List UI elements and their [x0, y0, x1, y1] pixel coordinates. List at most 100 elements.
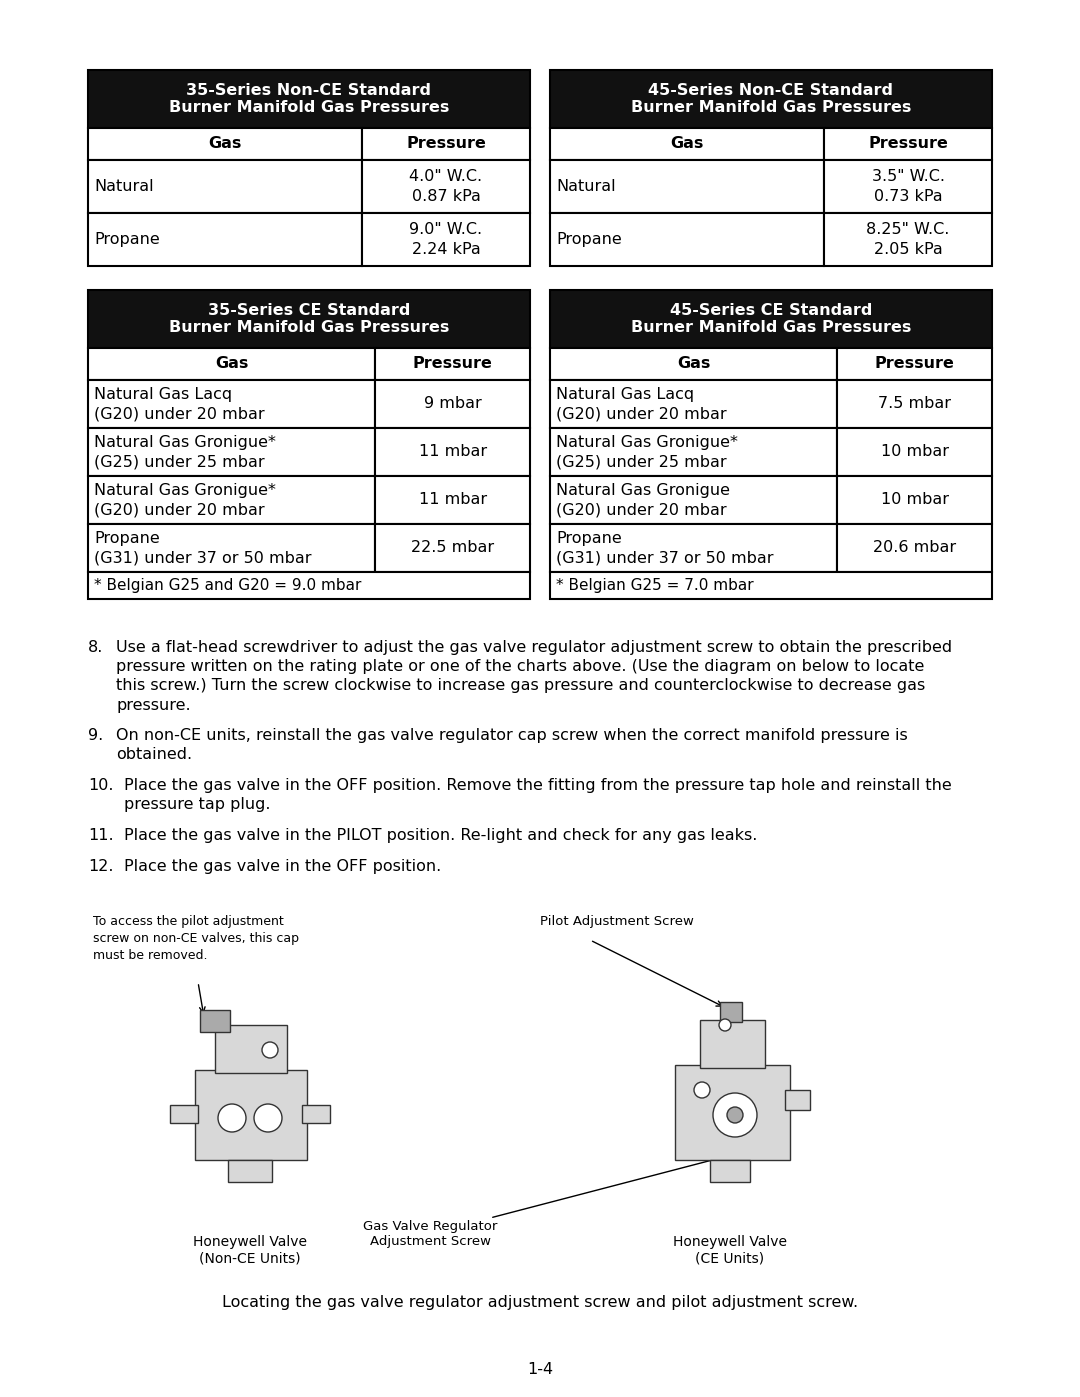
Bar [785, 1090, 810, 1111]
Bar [87, 571, 530, 599]
Text: To access the pilot adjustment
screw on non-CE valves, this cap
must be removed.: To access the pilot adjustment screw on … [93, 915, 299, 963]
Text: 9.0" W.C.
2.24 kPa: 9.0" W.C. 2.24 kPa [409, 222, 483, 257]
Text: Pressure: Pressure [868, 137, 948, 151]
Circle shape [218, 1104, 246, 1132]
Text: Natural: Natural [556, 179, 616, 194]
Circle shape [254, 1104, 282, 1132]
Bar [550, 212, 824, 265]
Text: 8.: 8. [87, 640, 104, 655]
Text: Pressure: Pressure [406, 137, 486, 151]
Bar [824, 161, 993, 212]
Text: Pilot Adjustment Screw: Pilot Adjustment Screw [540, 915, 693, 928]
Bar [550, 161, 824, 212]
Text: 11 mbar: 11 mbar [419, 444, 487, 460]
Bar [550, 427, 837, 476]
Bar [550, 291, 993, 348]
Bar [376, 524, 530, 571]
Text: Natural Gas Gronigue
(G20) under 20 mbar: Natural Gas Gronigue (G20) under 20 mbar [556, 483, 730, 517]
Text: 22.5 mbar: 22.5 mbar [411, 541, 495, 556]
Text: 9 mbar: 9 mbar [423, 397, 482, 412]
Text: Natural Gas Gronigue*
(G25) under 25 mbar: Natural Gas Gronigue* (G25) under 25 mba… [556, 434, 738, 469]
Bar [675, 1065, 789, 1160]
Bar [87, 380, 376, 427]
Bar [228, 1160, 272, 1182]
Bar [195, 1070, 307, 1160]
Text: Gas Valve Regulator
Adjustment Screw: Gas Valve Regulator Adjustment Screw [363, 1220, 497, 1248]
Bar [215, 1025, 287, 1073]
Bar [87, 427, 376, 476]
Bar [362, 129, 530, 161]
Bar [87, 161, 362, 212]
Bar [200, 1010, 230, 1032]
Bar [837, 427, 993, 476]
Bar [700, 1020, 765, 1067]
Text: Honeywell Valve
(CE Units): Honeywell Valve (CE Units) [673, 1235, 787, 1266]
Circle shape [719, 1018, 731, 1031]
Text: 12.: 12. [87, 859, 113, 875]
Text: Natural Gas Gronigue*
(G25) under 25 mbar: Natural Gas Gronigue* (G25) under 25 mba… [94, 434, 275, 469]
Bar [362, 212, 530, 265]
Text: Natural Gas Gronigue*
(G20) under 20 mbar: Natural Gas Gronigue* (G20) under 20 mba… [94, 483, 275, 517]
Text: 10 mbar: 10 mbar [880, 444, 948, 460]
Bar [550, 129, 824, 161]
Text: Pressure: Pressure [875, 356, 955, 372]
Text: 35-Series Non-CE Standard
Burner Manifold Gas Pressures: 35-Series Non-CE Standard Burner Manifol… [168, 82, 449, 115]
Text: 11 mbar: 11 mbar [419, 493, 487, 507]
Text: Gas: Gas [208, 137, 242, 151]
Bar [87, 212, 362, 265]
Bar [550, 524, 837, 571]
Text: 4.0" W.C.
0.87 kPa: 4.0" W.C. 0.87 kPa [409, 169, 483, 204]
Bar [376, 476, 530, 524]
Bar [376, 380, 530, 427]
Text: 11.: 11. [87, 828, 113, 842]
Text: Natural Gas Lacq
(G20) under 20 mbar: Natural Gas Lacq (G20) under 20 mbar [556, 387, 727, 420]
Text: Gas: Gas [215, 356, 248, 372]
Bar [550, 571, 993, 599]
Text: Propane
(G31) under 37 or 50 mbar: Propane (G31) under 37 or 50 mbar [556, 531, 773, 566]
Bar [824, 212, 993, 265]
Text: 10.: 10. [87, 778, 113, 793]
Bar [550, 476, 837, 524]
Text: * Belgian G25 and G20 = 9.0 mbar: * Belgian G25 and G20 = 9.0 mbar [94, 578, 362, 592]
Text: 10 mbar: 10 mbar [880, 493, 948, 507]
Text: Propane
(G31) under 37 or 50 mbar: Propane (G31) under 37 or 50 mbar [94, 531, 311, 566]
Text: Propane: Propane [94, 232, 160, 247]
Text: 45-Series Non-CE Standard
Burner Manifold Gas Pressures: 45-Series Non-CE Standard Burner Manifol… [631, 82, 912, 115]
Text: Natural: Natural [94, 179, 153, 194]
Text: Use a flat-head screwdriver to adjust the gas valve regulator adjustment screw t: Use a flat-head screwdriver to adjust th… [116, 640, 953, 712]
Text: Place the gas valve in the PILOT position. Re-light and check for any gas leaks.: Place the gas valve in the PILOT positio… [124, 828, 757, 842]
Text: 7.5 mbar: 7.5 mbar [878, 397, 951, 412]
Bar [87, 129, 362, 161]
Bar [837, 348, 993, 380]
Bar [170, 1105, 198, 1123]
Bar [550, 70, 993, 129]
Text: Honeywell Valve
(Non-CE Units): Honeywell Valve (Non-CE Units) [193, 1235, 307, 1266]
Text: 9.: 9. [87, 728, 104, 743]
Text: * Belgian G25 = 7.0 mbar: * Belgian G25 = 7.0 mbar [556, 578, 754, 592]
Text: 45-Series CE Standard
Burner Manifold Gas Pressures: 45-Series CE Standard Burner Manifold Ga… [631, 303, 912, 335]
Text: 20.6 mbar: 20.6 mbar [873, 541, 956, 556]
Text: Place the gas valve in the OFF position.: Place the gas valve in the OFF position. [124, 859, 442, 875]
Bar [710, 1160, 750, 1182]
Text: Propane: Propane [556, 232, 622, 247]
Bar [87, 70, 530, 129]
Text: Pressure: Pressure [413, 356, 492, 372]
Bar [837, 524, 993, 571]
Bar [550, 348, 837, 380]
Text: 35-Series CE Standard
Burner Manifold Gas Pressures: 35-Series CE Standard Burner Manifold Ga… [168, 303, 449, 335]
Circle shape [694, 1083, 710, 1098]
Circle shape [713, 1092, 757, 1137]
Circle shape [727, 1106, 743, 1123]
Text: 3.5" W.C.
0.73 kPa: 3.5" W.C. 0.73 kPa [872, 169, 945, 204]
Text: Gas: Gas [671, 137, 704, 151]
Bar [302, 1105, 330, 1123]
Bar [376, 348, 530, 380]
Bar [87, 524, 376, 571]
Text: Gas: Gas [677, 356, 711, 372]
Bar [362, 161, 530, 212]
Bar [87, 291, 530, 348]
Circle shape [262, 1042, 278, 1058]
Text: 8.25" W.C.
2.05 kPa: 8.25" W.C. 2.05 kPa [866, 222, 949, 257]
Bar [550, 380, 837, 427]
Bar [720, 1002, 742, 1023]
